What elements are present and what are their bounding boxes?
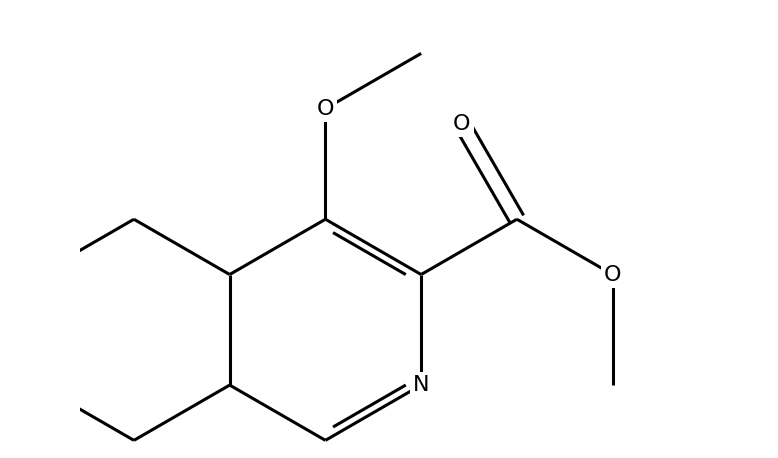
Text: O: O: [317, 98, 335, 119]
Text: O: O: [453, 114, 471, 133]
Text: O: O: [604, 265, 622, 284]
Text: N: N: [413, 375, 429, 395]
